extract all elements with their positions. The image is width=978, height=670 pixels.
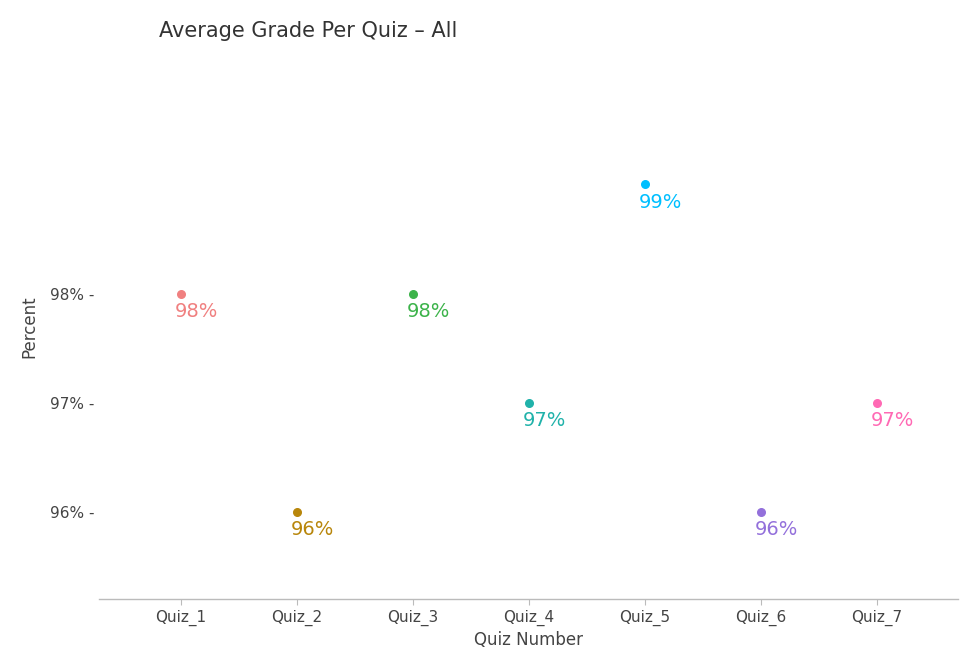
Point — [172, 288, 188, 299]
Text: 97%: 97% — [870, 411, 913, 430]
Text: 97%: 97% — [522, 411, 565, 430]
Point — [405, 288, 421, 299]
Point — [637, 179, 652, 190]
X-axis label: Quiz Number: Quiz Number — [473, 631, 583, 649]
Text: Average Grade Per Quiz – All: Average Grade Per Quiz – All — [159, 21, 458, 41]
Text: 96%: 96% — [290, 521, 333, 539]
Text: 96%: 96% — [754, 521, 798, 539]
Point — [520, 397, 536, 408]
Point — [752, 507, 768, 517]
Y-axis label: Percent: Percent — [21, 295, 39, 358]
Text: 98%: 98% — [407, 302, 450, 321]
Text: 98%: 98% — [174, 302, 218, 321]
Point — [868, 397, 884, 408]
Text: 99%: 99% — [639, 193, 682, 212]
Point — [289, 507, 304, 517]
